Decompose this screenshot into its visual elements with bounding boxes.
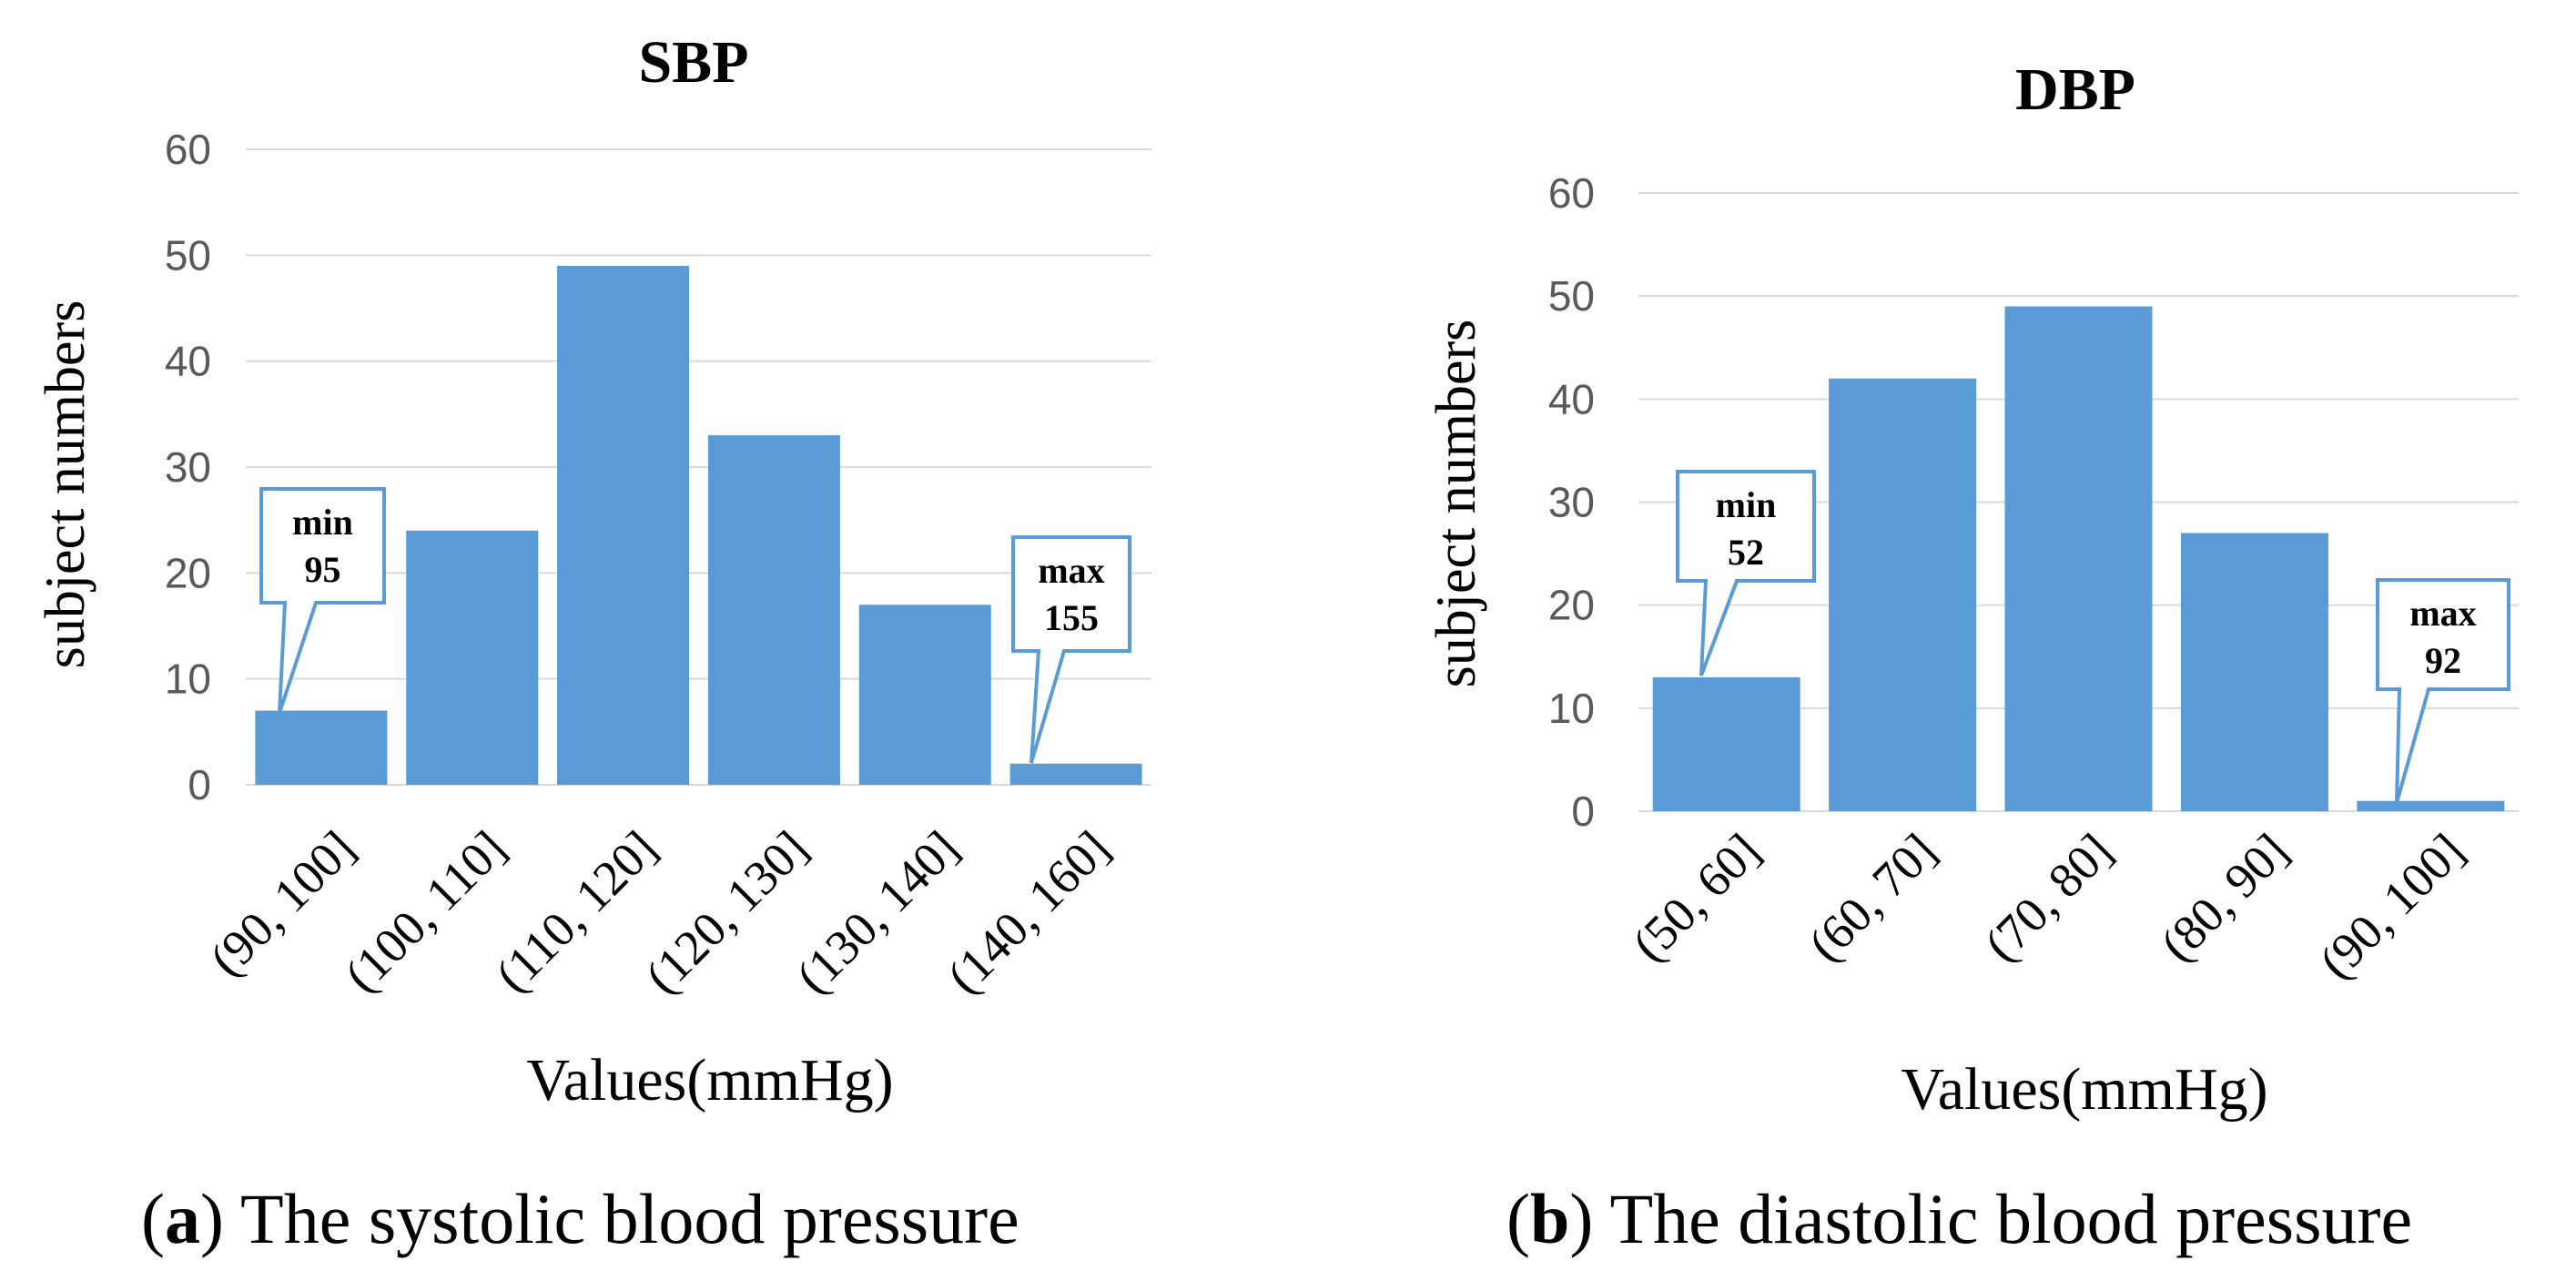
callout-box (259, 487, 386, 714)
x-tick-label: (90, 100] (2308, 823, 2474, 989)
x-tick-label: (110, 120] (485, 820, 667, 1002)
bar (1652, 676, 1800, 811)
y-tick-label: 10 (165, 656, 211, 703)
x-tick-label: (130, 140] (786, 820, 969, 1004)
y-tick-label: 40 (1548, 375, 1595, 422)
x-axis-label: Values(mmHg) (1901, 1056, 2267, 1123)
y-tick-label: 50 (165, 231, 211, 279)
y-tick-label: 0 (1571, 788, 1595, 835)
caption-b-letter: b (1529, 1179, 1570, 1258)
callout-value: 95 (305, 549, 341, 590)
x-axis-label: Values(mmHg) (526, 1047, 893, 1113)
bar (1829, 378, 1977, 811)
x-tick-label: (80, 90] (2150, 823, 2298, 971)
y-axis-label: subject numbers (1425, 320, 1487, 688)
callout-label: min (292, 502, 353, 543)
y-tick-label: 40 (165, 338, 211, 385)
y-tick-label: 50 (1548, 272, 1595, 320)
y-tick-label: 20 (1548, 582, 1595, 629)
caption-b: (b) The diastolic blood pressure (1506, 1179, 2413, 1258)
x-tick-label: (120, 130] (634, 820, 818, 1004)
x-tick-label: (50, 60] (1622, 823, 1770, 971)
bar (858, 605, 991, 785)
callout-value: 92 (2425, 640, 2461, 681)
bar (1009, 763, 1142, 785)
caption-a-text: The systolic blood pressure (223, 1179, 1019, 1258)
x-tick-label: (140, 160] (937, 820, 1121, 1004)
callout-max: max 92 (2376, 578, 2510, 804)
callout-box (2376, 578, 2510, 804)
y-tick-label: 60 (165, 126, 211, 173)
bar (557, 265, 690, 785)
x-tick-label: (70, 80] (1974, 823, 2123, 971)
bar (2004, 306, 2153, 811)
callout-label: min (1716, 484, 1777, 525)
callout-box (1676, 470, 1816, 676)
bar (406, 530, 539, 785)
caption-b-text: The diastolic blood pressure (1593, 1179, 2413, 1258)
callout-min: min 52 (1676, 470, 1816, 676)
bar (2357, 800, 2505, 811)
chart-title: SBP (638, 29, 748, 96)
bar (255, 710, 388, 785)
callout-value: 155 (1044, 597, 1099, 638)
bar (2180, 533, 2328, 811)
y-tick-label: 30 (1548, 479, 1595, 526)
x-tick-label: (60, 70] (1798, 823, 1946, 971)
y-axis-label: subject numbers (35, 300, 96, 669)
callout-label: max (2409, 593, 2476, 634)
y-tick-label: 10 (1548, 685, 1595, 732)
callout-min: min 95 (259, 487, 386, 714)
y-tick-label: 60 (1548, 169, 1595, 217)
callout-max: max 155 (1011, 535, 1131, 764)
x-tick-label: (100, 110] (334, 820, 516, 1002)
y-tick-label: 20 (165, 549, 211, 596)
y-tick-label: 0 (188, 761, 211, 808)
callout-label: max (1038, 550, 1104, 591)
caption-a: (a) The systolic blood pressure (141, 1179, 1019, 1258)
chart-title: DBP (2015, 56, 2135, 123)
caption-a-letter: a (164, 1179, 200, 1258)
callout-value: 52 (1728, 532, 1764, 573)
chart-dbp: 0 10 20 30 40 50 60 (50, 60] (60, 70] (70, 80] (80… (1425, 56, 2519, 1123)
bar (707, 435, 840, 785)
callout-box (1011, 535, 1131, 764)
y-tick-label: 30 (165, 443, 211, 491)
